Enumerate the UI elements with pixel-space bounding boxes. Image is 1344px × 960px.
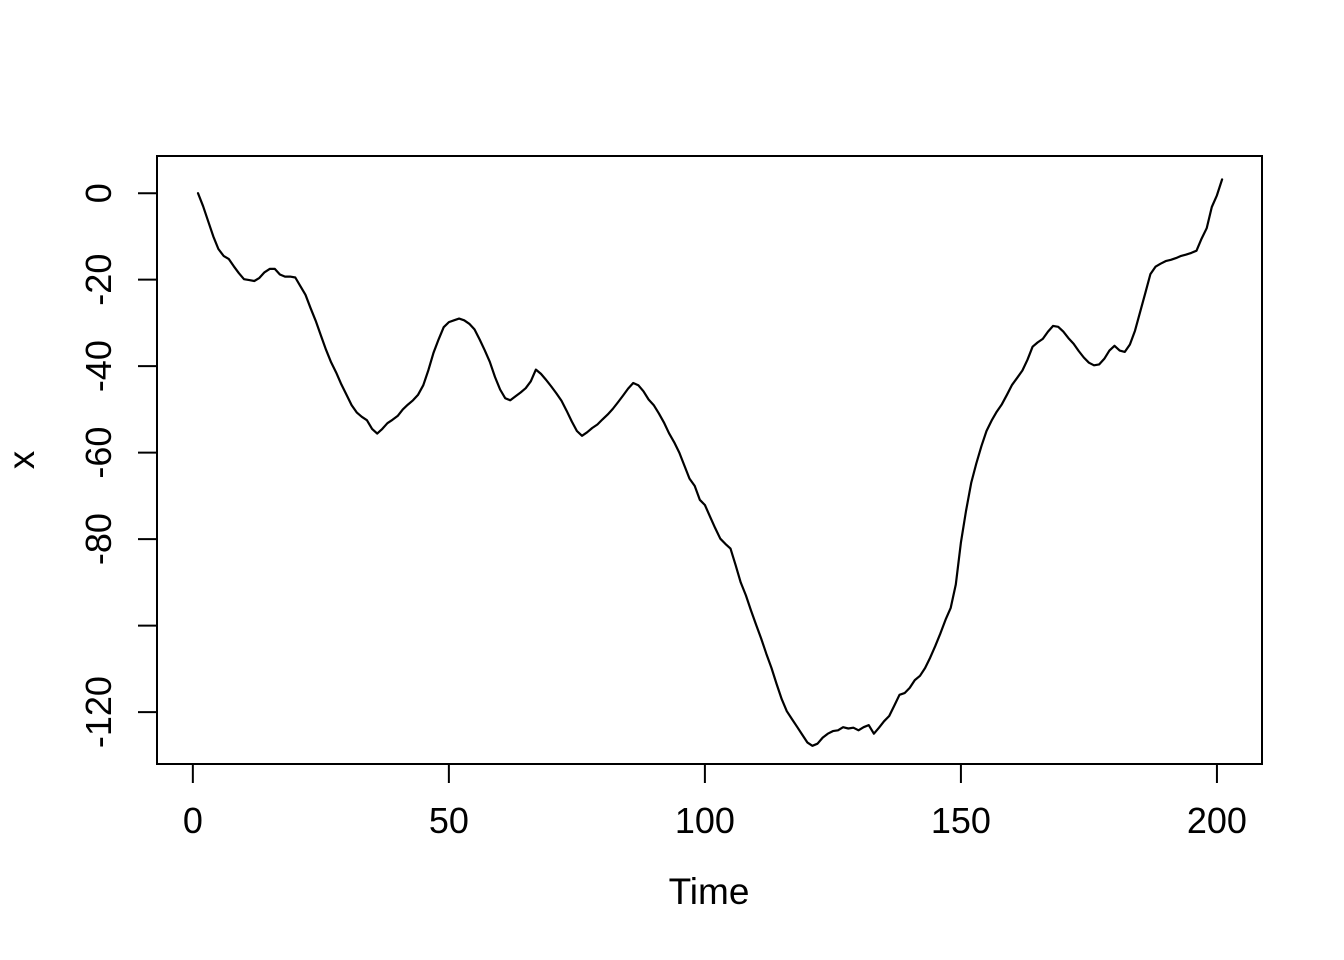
- x-tick-label: 200: [1187, 800, 1247, 841]
- x-tick-label: 150: [931, 800, 991, 841]
- x-axis-ticks: 0 50 100 150 200: [183, 764, 1247, 841]
- y-tick-label: 0: [78, 183, 119, 203]
- y-tick-label: -120: [78, 676, 119, 748]
- y-tick-label: -60: [78, 427, 119, 479]
- y-tick-label: -20: [78, 254, 119, 306]
- y-axis-title: x: [1, 450, 42, 469]
- x-tick-label: 0: [183, 800, 203, 841]
- x-axis-title: Time: [669, 871, 750, 912]
- series-line-x: [196, 178, 1224, 747]
- plot-border: [156, 155, 1263, 765]
- y-tick-label: -80: [78, 513, 119, 565]
- x-tick-label: 100: [675, 800, 735, 841]
- y-tick-label: -40: [78, 340, 119, 392]
- y-axis-ticks: 0 -20 -40 -60 -80 -120: [78, 183, 157, 748]
- x-tick-label: 50: [429, 800, 469, 841]
